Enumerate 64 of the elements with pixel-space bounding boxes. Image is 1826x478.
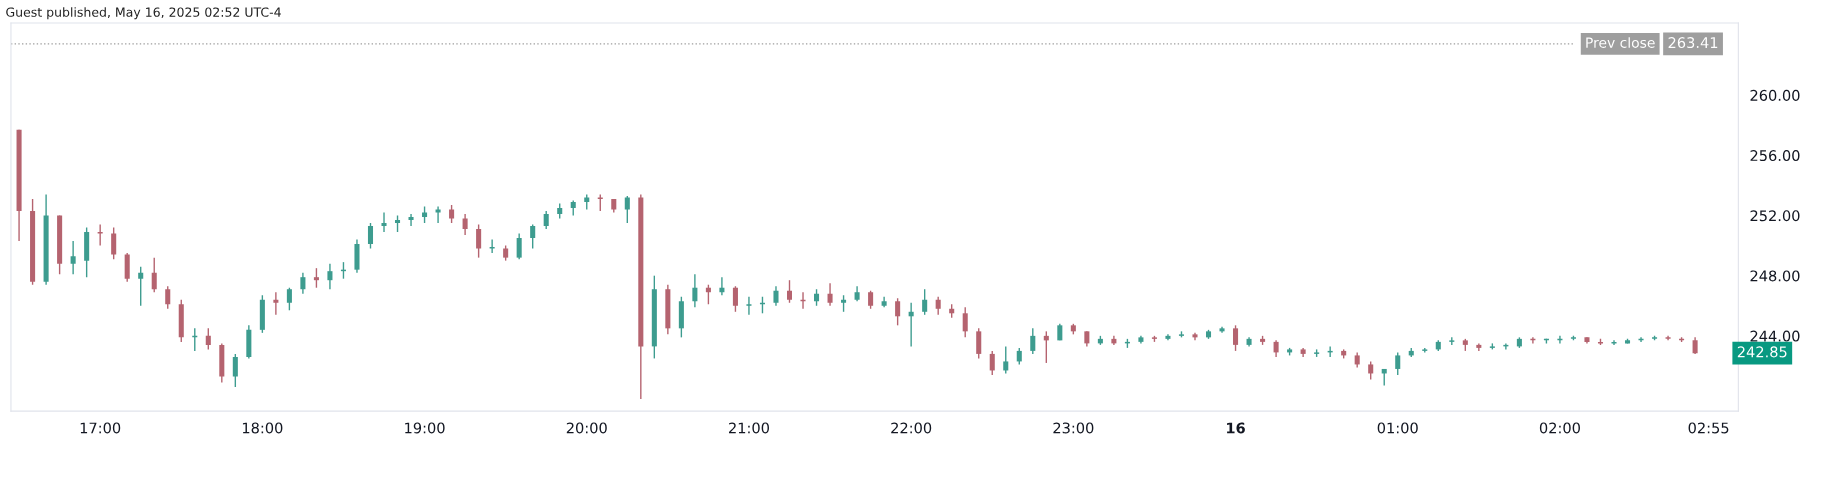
candlestick bbox=[692, 273, 698, 308]
candlestick bbox=[935, 296, 941, 316]
x-tick-label: 20:00 bbox=[566, 422, 607, 434]
annotation: 242.85 bbox=[1737, 346, 1787, 358]
annotation: 263.41 bbox=[1668, 37, 1718, 49]
candlestick bbox=[367, 222, 374, 250]
candlestick bbox=[138, 265, 144, 307]
candlestick bbox=[286, 287, 292, 311]
candlestick bbox=[151, 256, 157, 293]
candlestick bbox=[976, 327, 982, 360]
candlestick bbox=[165, 285, 171, 310]
candlestick bbox=[327, 262, 333, 290]
candlestick bbox=[989, 350, 995, 376]
x-tick-label: 21:00 bbox=[729, 422, 769, 434]
candlestick bbox=[1476, 342, 1482, 352]
chart-title: Guest published, May 16, 2025 02:52 UTC-4 bbox=[6, 7, 281, 20]
x-tick-label: 16 bbox=[1227, 422, 1245, 434]
candlestick bbox=[205, 327, 211, 351]
candlestick bbox=[435, 205, 441, 224]
candlestick bbox=[273, 291, 279, 316]
candlestick bbox=[476, 223, 482, 259]
candlestick bbox=[516, 232, 522, 260]
candlestick bbox=[97, 223, 103, 247]
x-tick-label: 01:00 bbox=[1377, 422, 1418, 434]
candlestick bbox=[1233, 324, 1239, 352]
candlestick bbox=[530, 223, 536, 250]
candlestick bbox=[868, 290, 874, 310]
x-tick-label: 02:00 bbox=[1539, 422, 1580, 434]
x-tick-label: 19:00 bbox=[405, 422, 445, 434]
candlestick bbox=[1030, 327, 1036, 355]
candlestick bbox=[786, 279, 793, 304]
candlestick bbox=[732, 285, 738, 313]
candlestick bbox=[300, 271, 306, 295]
candlestick bbox=[827, 282, 833, 307]
candlestick bbox=[1368, 360, 1374, 381]
x-tick-label: 23:00 bbox=[1053, 422, 1094, 434]
candlestick bbox=[543, 210, 549, 230]
candlestick bbox=[111, 226, 117, 260]
x-tick-label: 18:00 bbox=[242, 422, 283, 434]
candlestick bbox=[1395, 351, 1401, 376]
x-tick-label: 17:00 bbox=[80, 422, 121, 434]
x-tick-label: 02:55 bbox=[1688, 422, 1729, 434]
y-tick-label: 244.00 bbox=[1750, 330, 1800, 342]
y-tick-label: 252.00 bbox=[1750, 210, 1800, 222]
candlestick bbox=[232, 353, 238, 388]
candlestick bbox=[462, 213, 468, 236]
candlestick bbox=[895, 297, 901, 327]
candlestick bbox=[313, 267, 319, 289]
candlestick bbox=[70, 240, 76, 275]
candlestick bbox=[489, 238, 495, 254]
candlestick bbox=[1003, 345, 1009, 375]
candlestick bbox=[408, 213, 414, 227]
x-tick-label: 22:00 bbox=[891, 422, 932, 434]
y-tick-label: 260.00 bbox=[1750, 89, 1800, 101]
ref-line-label: Prev close bbox=[1586, 37, 1655, 48]
candlestick bbox=[773, 285, 779, 307]
candlestick bbox=[449, 204, 455, 224]
candlestick bbox=[922, 288, 928, 316]
candlestick bbox=[624, 195, 630, 224]
y-tick-label: 256.00 bbox=[1750, 150, 1800, 162]
candlestick bbox=[746, 296, 752, 316]
candlestick bbox=[962, 306, 968, 339]
candlestick bbox=[381, 211, 387, 233]
y-tick-label: 248.00 bbox=[1750, 270, 1800, 282]
